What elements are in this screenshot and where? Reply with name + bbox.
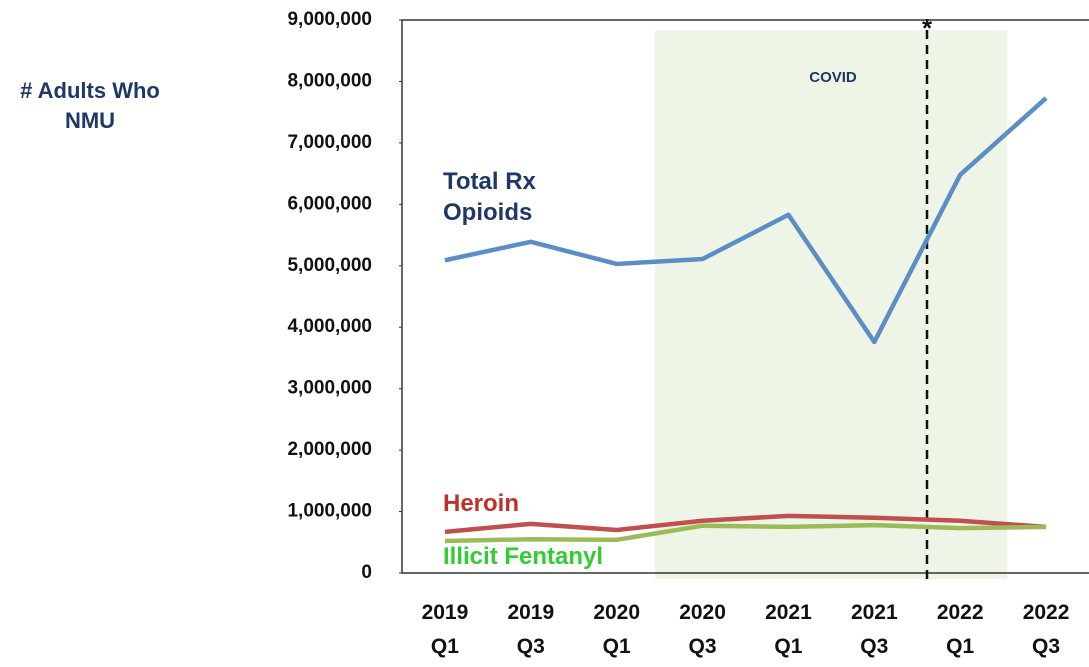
x-tick-label: 2020 Q1	[593, 601, 641, 658]
series-label: Total Rx Opioids	[443, 168, 536, 226]
series-label: Heroin	[443, 490, 520, 517]
y-tick-label: 5,000,000	[287, 255, 372, 276]
y-tick-label: 7,000,000	[287, 132, 372, 153]
covid-label: COVID	[809, 69, 857, 86]
covid-region	[655, 30, 1007, 579]
x-tick-label: 2021 Q1	[765, 601, 812, 658]
x-tick-label: 2022 Q3	[1022, 601, 1070, 658]
x-tick-label: 2020 Q3	[679, 601, 726, 658]
y-tick-label: 6,000,000	[287, 193, 372, 214]
y-tick-label: 0	[361, 562, 372, 583]
y-tick-label: 3,000,000	[287, 378, 372, 399]
y-tick-label: 8,000,000	[287, 70, 372, 91]
series-line	[444, 522, 1047, 544]
x-tick-label: 2019 Q3	[507, 601, 555, 658]
y-tick-label: 1,000,000	[287, 501, 372, 522]
y-tick-label: 4,000,000	[287, 316, 372, 337]
x-tick-label: 2021 Q3	[850, 601, 898, 658]
x-tick-label: 2022 Q1	[936, 601, 984, 658]
x-tick-label: 2019 Q1	[421, 601, 469, 658]
marker-star: *	[922, 13, 933, 43]
y-tick-label: 2,000,000	[287, 439, 372, 460]
y-tick-label: 9,000,000	[287, 9, 372, 30]
series-line	[444, 513, 1047, 535]
series-label: Illicit Fentanyl	[443, 543, 604, 570]
series-line	[444, 96, 1048, 345]
y-axis-label: # Adults Who NMU	[20, 78, 160, 133]
plot-frame	[401, 19, 1089, 574]
